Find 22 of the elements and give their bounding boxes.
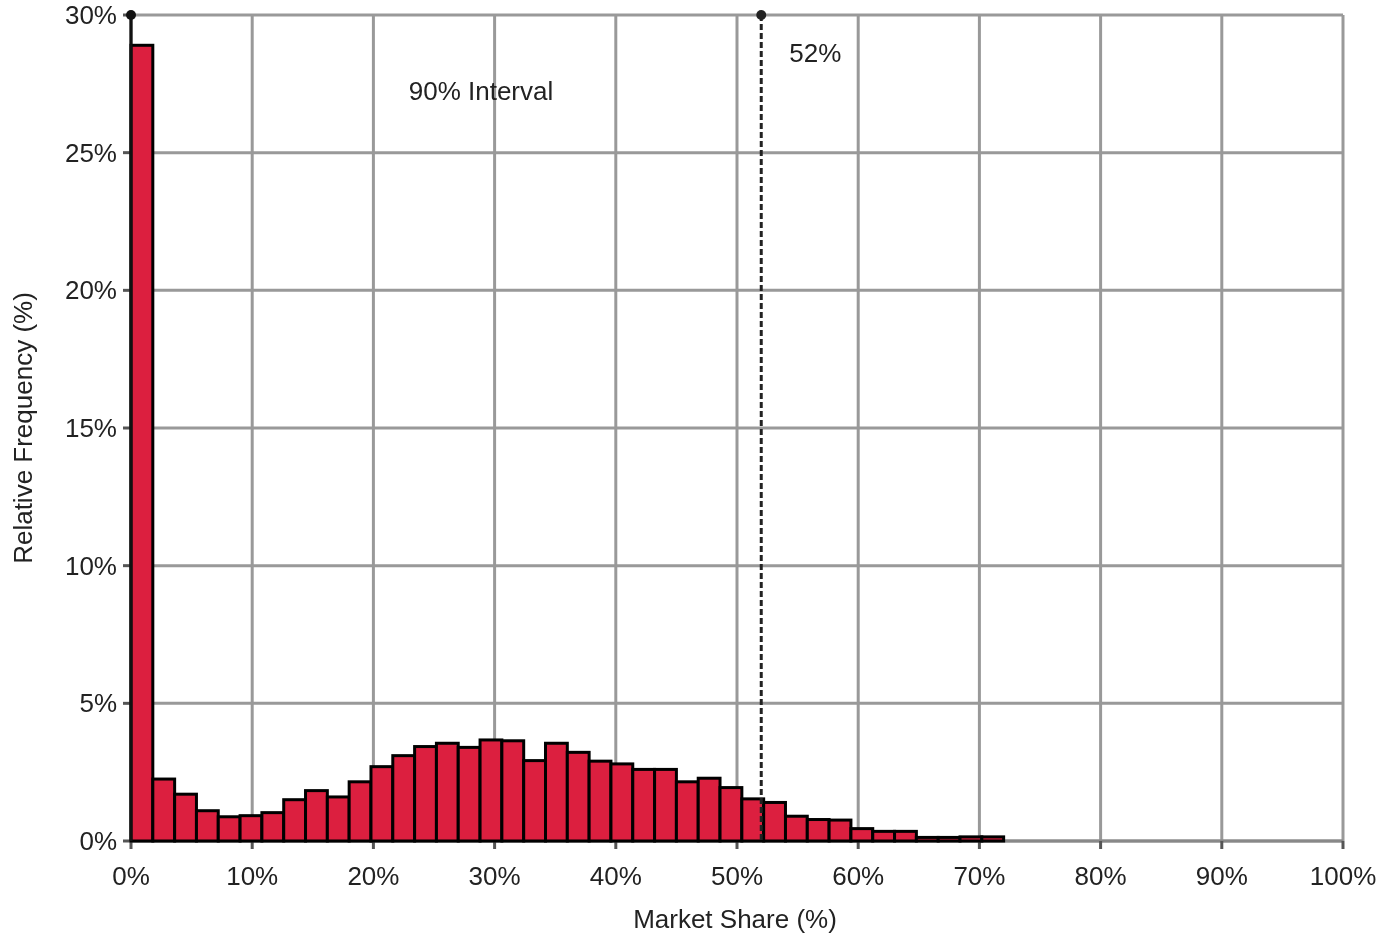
x-tick-label: 60% [832, 861, 885, 891]
ref-line-label: 52% [789, 38, 842, 68]
y-tick-label: 10% [64, 550, 117, 581]
x-axis-title: Market Share (%) [633, 904, 837, 934]
x-tick-label: 40% [589, 861, 642, 891]
y-axis-title: Relative Frequency (%) [8, 292, 38, 564]
x-tick-label: 10% [226, 861, 279, 891]
x-tick-label: 80% [1074, 861, 1127, 891]
y-tick-label: 25% [64, 137, 117, 168]
x-tick-label: 70% [953, 861, 1006, 891]
y-tick-label: 15% [64, 413, 117, 443]
y-tick-label: 5% [79, 688, 117, 719]
x-tick-label: 90% [1195, 861, 1248, 891]
x-tick-label: 50% [710, 861, 764, 891]
annotation: 90% Interval [408, 76, 554, 106]
x-tick-label: 30% [468, 861, 521, 891]
x-tick-label: 20% [347, 861, 400, 891]
x-tick-label: 100% [1309, 861, 1377, 891]
y-tick-label: 30% [64, 0, 117, 30]
x-tick-label: 0% [112, 861, 150, 891]
y-tick-label: 20% [64, 275, 117, 306]
y-tick-label: 0% [79, 826, 117, 856]
